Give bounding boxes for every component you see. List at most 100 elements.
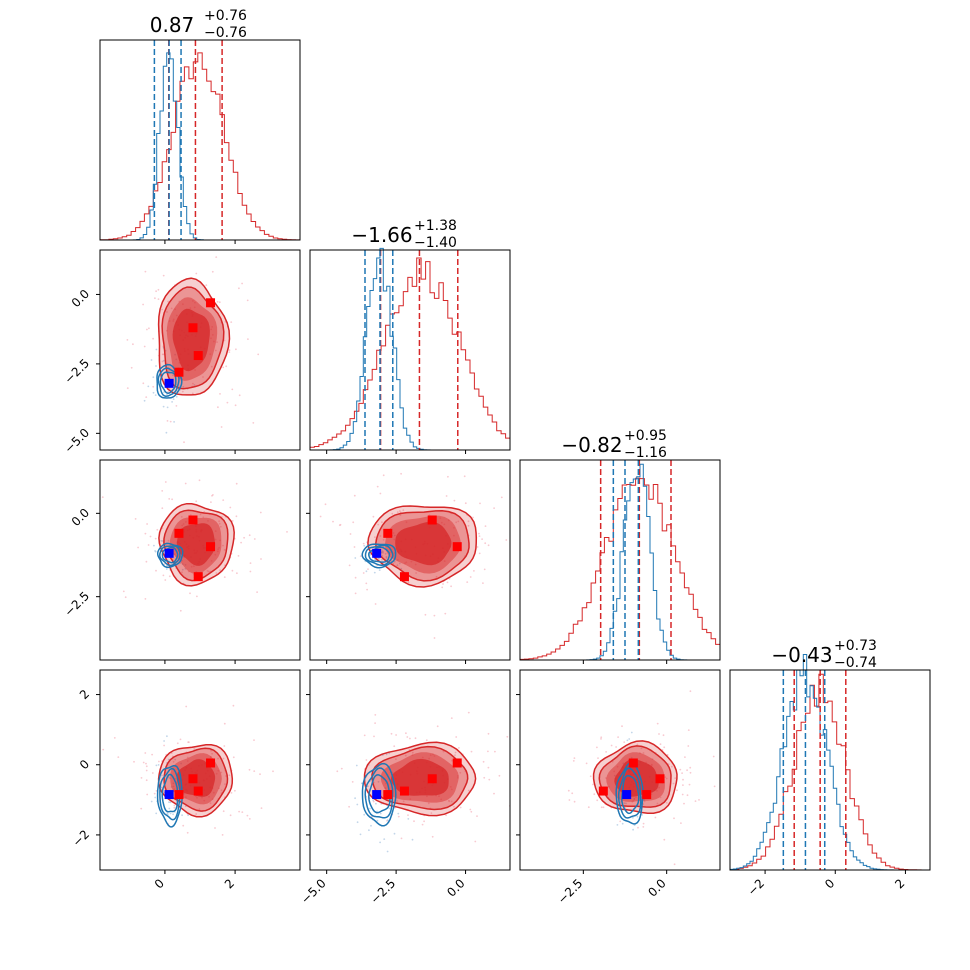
x-tick-label: 2 [222, 876, 237, 891]
scatter-point-a [682, 784, 684, 786]
scatter-point-b [143, 399, 146, 402]
scatter-point-a [444, 612, 447, 615]
scatter-point-a [390, 732, 393, 735]
contour-a-core [395, 521, 452, 566]
scatter-point-a [243, 536, 246, 539]
scatter-point-b [172, 374, 174, 377]
scatter-point-a [211, 494, 213, 497]
marker-a-0 [452, 542, 462, 552]
scatter-point-a [478, 532, 480, 535]
scatter-point-a [659, 796, 662, 799]
x-tick-label: −2 [745, 876, 767, 898]
panel-2-1 [306, 457, 511, 664]
scatter-point-b [359, 833, 362, 836]
contour-b-1 [617, 767, 642, 819]
scatter-point-a [228, 351, 231, 353]
scatter-point-a [376, 485, 379, 488]
scatter-point-a [351, 781, 354, 783]
contour-b-2 [161, 546, 179, 564]
scatter-point-a [162, 574, 165, 577]
scatter-point-b [375, 802, 377, 805]
scatter-point-a [573, 800, 576, 803]
scatter-point-a [165, 329, 168, 332]
scatter-point-a [220, 426, 223, 428]
scatter-point-a [453, 534, 455, 537]
scatter-point-a [449, 786, 452, 788]
scatter-point-a [438, 795, 440, 798]
scatter-point-a [466, 581, 469, 583]
scatter-point-a [689, 690, 692, 693]
scatter-point-b [169, 812, 172, 815]
scatter-point-a [235, 348, 237, 351]
scatter-point-b [184, 564, 187, 566]
scatter-point-b [147, 385, 150, 388]
scatter-point-b [181, 568, 184, 571]
scatter-point-a [453, 805, 455, 808]
contour-b-0 [156, 764, 183, 828]
scatter-point-a [161, 360, 164, 363]
panel-2-2: −0.82 +0.95−1.16 [519, 428, 721, 664]
scatter-point-a [132, 343, 134, 346]
scatter-point-a [210, 501, 212, 503]
scatter-point-a [442, 583, 444, 585]
scatter-point-a [493, 792, 495, 795]
scatter-point-a [642, 822, 645, 825]
scatter-point-b [155, 348, 158, 351]
scatter-point-a [216, 300, 219, 303]
x-tick-label: −2.5 [368, 876, 399, 907]
scatter-point-a [229, 506, 232, 509]
scatter-point-b [381, 558, 383, 561]
scatter-point-b [174, 353, 177, 356]
scatter-point-a [231, 520, 234, 522]
scatter-point-b [389, 556, 392, 559]
scatter-point-b [397, 812, 400, 815]
scatter-point-a [409, 737, 411, 740]
scatter-point-a [130, 366, 133, 369]
scatter-point-a [429, 457, 431, 459]
scatter-point-a [688, 783, 691, 786]
contour-a-core [390, 758, 449, 796]
scatter-point-a [155, 290, 158, 293]
scatter-point-a [450, 717, 453, 719]
scatter-point-a [168, 320, 171, 322]
scatter-point-a [600, 806, 603, 809]
scatter-point-a [656, 789, 658, 792]
scatter-point-a [478, 535, 481, 537]
scatter-point-b [385, 753, 388, 756]
marker-b [164, 378, 174, 388]
scatter-point-a [235, 515, 238, 518]
scatter-point-a [482, 582, 484, 584]
param-title-minus: −0.74 [834, 655, 877, 671]
scatter-point-b [360, 782, 363, 785]
scatter-point-a [188, 741, 190, 744]
scatter-point-b [165, 431, 168, 434]
scatter-point-a [665, 802, 668, 804]
marker-a-3 [174, 528, 184, 538]
scatter-point-a [217, 406, 219, 409]
scatter-point-a [213, 340, 215, 343]
scatter-point-a [148, 327, 150, 330]
panel-content [126, 256, 260, 444]
scatter-point-a [192, 300, 194, 302]
scatter-point-a [167, 390, 170, 393]
scatter-point-b [166, 735, 168, 738]
scatter-point-a [572, 760, 575, 762]
scatter-point-a [189, 592, 191, 595]
scatter-point-a [209, 802, 212, 805]
scatter-point-b [621, 822, 624, 825]
scatter-point-b [172, 782, 175, 785]
scatter-point-a [659, 743, 662, 746]
marker-a-2 [399, 572, 409, 582]
scatter-point-a [142, 303, 145, 306]
scatter-point-a [194, 301, 196, 304]
scatter-point-a [694, 800, 697, 802]
scatter-point-b [379, 841, 381, 844]
scatter-point-a [223, 745, 226, 747]
scatter-point-a [398, 510, 401, 512]
scatter-point-a [232, 756, 235, 759]
scatter-point-b [172, 813, 175, 816]
scatter-point-a [181, 571, 183, 574]
scatter-point-a [506, 735, 509, 738]
histogram-a [309, 257, 510, 450]
scatter-point-a [126, 387, 129, 389]
